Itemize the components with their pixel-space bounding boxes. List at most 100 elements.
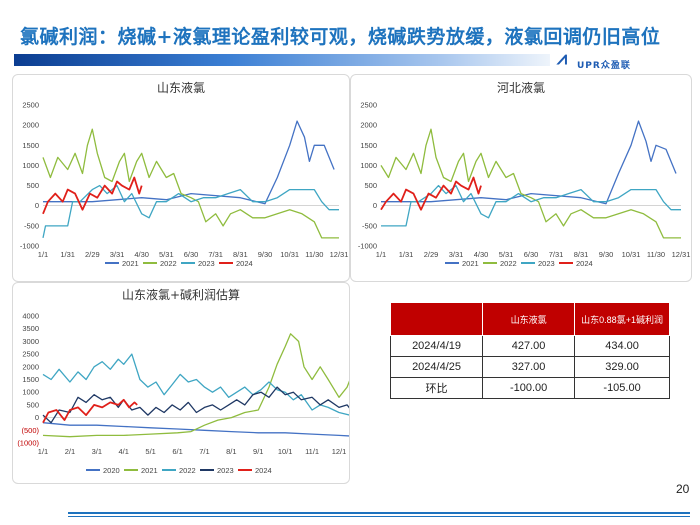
legend-label: 2024 — [236, 259, 253, 268]
x-tick-label: 5/31 — [159, 250, 174, 259]
x-tick-label: 12/31 — [330, 250, 349, 259]
table-cell: 434.00 — [574, 335, 670, 357]
x-tick-label: 5/1 — [145, 447, 155, 456]
y-tick-label: 500 — [364, 181, 377, 190]
y-tick-label: -1000 — [358, 242, 377, 251]
series-line-2022 — [42, 128, 339, 239]
x-tick-label: 11/30 — [305, 250, 323, 259]
x-tick-label: 10/31 — [622, 250, 641, 259]
legend-label: 2021 — [122, 259, 139, 268]
y-tick-label: 1500 — [360, 141, 377, 150]
y-tick-label: 0 — [35, 413, 39, 422]
x-tick-label: 9/1 — [253, 447, 263, 456]
chart-panel-hebei-chlorine: 河北液氯 2500 2000 1500 1000 500 0 -500 -1000 1/1 1/31… — [350, 74, 692, 282]
x-tick-label: 1/31 — [399, 250, 414, 259]
table-cell: -105.00 — [574, 377, 670, 399]
table-cell: 2024/4/19 — [389, 335, 484, 357]
y-tick-label: 2000 — [360, 121, 377, 130]
x-tick-label: 8/31 — [574, 250, 589, 259]
legend-label: 2021 — [462, 259, 479, 268]
legend-label: 2023 — [217, 466, 234, 475]
x-tick-label: 10/31 — [280, 250, 299, 259]
y-tick-label: 1500 — [22, 375, 39, 384]
y-tick-label: 500 — [26, 181, 39, 190]
y-tick-label: 1000 — [360, 161, 377, 170]
table-row: 环比 -100.00 -105.00 — [389, 377, 670, 399]
x-tick-label: 9/30 — [258, 250, 273, 259]
y-tick-label: 1000 — [22, 388, 39, 397]
table-header-cell — [389, 302, 484, 336]
y-tick-label: -500 — [24, 221, 39, 230]
x-tick-label: 8/31 — [233, 250, 248, 259]
y-tick-label: 0 — [373, 201, 377, 210]
company-logo: ⩘ UPR众盈联 — [555, 48, 685, 72]
x-tick-label: 11/1 — [305, 447, 319, 456]
legend-label: 2022 — [500, 259, 517, 268]
table-header-row: 山东液氯 山东0.88氯+1碱利润 — [389, 302, 670, 336]
legend-label: 2022 — [160, 259, 177, 268]
x-tick-label: 12/31 — [672, 250, 691, 259]
y-tick-label: 4000 — [22, 312, 39, 321]
y-tick-label: 2000 — [22, 121, 39, 130]
footer-line — [68, 512, 690, 514]
x-tick-label: 8/1 — [226, 447, 236, 456]
y-tick-label: 2500 — [22, 350, 39, 359]
y-tick-label: 2000 — [22, 362, 39, 371]
x-tick-label: 3/31 — [110, 250, 125, 259]
y-tick-label: -1000 — [20, 242, 39, 251]
series-line-2021 — [43, 120, 335, 205]
x-tick-label: 5/31 — [499, 250, 514, 259]
y-tick-label: 3500 — [22, 324, 39, 333]
series-line-2021 — [381, 120, 677, 205]
page-title: 氯碱利润：烧碱+液氯理论盈利较可观，烧碱跌势放缓，液氯回调仍旧高位 — [20, 26, 661, 48]
y-tick-label: 500 — [26, 400, 39, 409]
legend-label: 2023 — [538, 259, 555, 268]
series-line-2023 — [42, 184, 339, 239]
x-tick-label: 7/1 — [199, 447, 209, 456]
x-tick-label: 3/31 — [449, 250, 464, 259]
y-tick-label: 1000 — [22, 161, 39, 170]
x-tick-label: 6/30 — [524, 250, 539, 259]
x-tick-label: 1/1 — [376, 250, 386, 259]
x-tick-label: 1/1 — [38, 447, 48, 456]
x-tick-label: 11/30 — [647, 250, 665, 259]
y-tick-label: 2500 — [360, 101, 377, 110]
chart-title: 河北液氯 — [497, 80, 545, 95]
table-cell: 427.00 — [482, 335, 576, 357]
legend-label: 2023 — [198, 259, 215, 268]
table-cell: -100.00 — [482, 377, 576, 399]
x-tick-label: 9/30 — [599, 250, 614, 259]
y-tick-label: -500 — [362, 221, 377, 230]
x-tick-label: 6/30 — [184, 250, 199, 259]
x-tick-label: 7/31 — [549, 250, 564, 259]
profit-table: 山东液氯 山东0.88氯+1碱利润 2024/4/19 427.00 434.0… — [389, 302, 670, 399]
legend-label: 2024 — [576, 259, 593, 268]
y-tick-label: 3000 — [22, 337, 39, 346]
y-tick-label: 2500 — [22, 101, 39, 110]
chart-title: 山东液氯 — [157, 80, 205, 95]
x-tick-label: 2/29 — [85, 250, 100, 259]
y-tick-label: (1000) — [17, 439, 39, 448]
series-line-2021 — [42, 333, 349, 438]
legend-label: 2022 — [179, 466, 196, 475]
logo-icon: ⩘ — [557, 48, 568, 69]
series-line-2023 — [381, 184, 681, 227]
chart-panel-profit-estimate: 山东液氯+碱利润估算 4000 3500 3000 2500 2000 1500 1000 50… — [12, 282, 350, 484]
series-line-2024 — [42, 176, 143, 215]
x-tick-label: 1/1 — [38, 250, 48, 259]
x-tick-label: 1/31 — [60, 250, 75, 259]
chart-panel-shandong-chlorine: 山东液氯 2500 2000 1500 1000 500 0 -500 -1000 1/1 1/31… — [12, 74, 350, 282]
x-tick-label: 7/31 — [208, 250, 223, 259]
y-tick-label: 0 — [35, 201, 39, 210]
table-cell: 327.00 — [482, 356, 576, 378]
x-tick-label: 2/1 — [65, 447, 75, 456]
series-line-2020 — [42, 422, 349, 437]
table-header-cell: 山东液氯 — [482, 302, 576, 336]
x-tick-label: 4/30 — [134, 250, 149, 259]
table-cell: 2024/4/25 — [389, 356, 484, 378]
footer-line — [68, 516, 690, 517]
x-tick-label: 10/1 — [278, 447, 293, 456]
x-tick-label: 4/1 — [119, 447, 129, 456]
x-tick-label: 2/29 — [424, 250, 439, 259]
